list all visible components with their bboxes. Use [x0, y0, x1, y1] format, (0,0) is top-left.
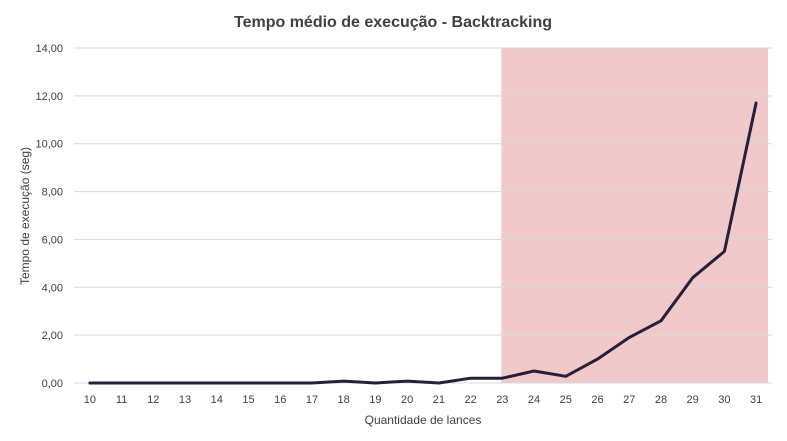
x-tick-label: 25 — [560, 394, 572, 406]
x-tick-label: 22 — [464, 394, 476, 406]
y-tick-label: 10,00 — [35, 139, 63, 151]
y-tick-label: 8,00 — [42, 187, 63, 199]
x-tick-label: 10 — [84, 394, 96, 406]
x-tick-label: 26 — [591, 394, 603, 406]
highlight-region — [501, 48, 768, 383]
x-tick-label: 12 — [147, 394, 159, 406]
x-tick-label: 15 — [242, 394, 254, 406]
y-tick-label: 12,00 — [35, 91, 63, 103]
x-tick-label: 23 — [496, 394, 508, 406]
x-tick-label: 30 — [718, 394, 730, 406]
grid-lines — [74, 47, 772, 384]
x-tick-label: 13 — [179, 394, 191, 406]
x-tick-label: 28 — [655, 394, 667, 406]
x-axis-ticks: 10 11 12 13 14 15 16 17 18 19 20 21 22 23 24 25 26 27 28 29… — [84, 394, 763, 406]
x-tick-label: 17 — [306, 394, 318, 406]
y-tick-label: 4,00 — [42, 282, 63, 294]
x-tick-label: 18 — [338, 394, 350, 406]
x-tick-label: 24 — [528, 394, 540, 406]
x-tick-label: 19 — [369, 394, 381, 406]
x-tick-label: 27 — [623, 394, 635, 406]
y-tick-label: 14,00 — [35, 43, 63, 55]
x-tick-label: 14 — [211, 394, 223, 406]
x-tick-label: 11 — [116, 394, 127, 406]
y-tick-label: 6,00 — [42, 234, 63, 246]
chart-title: Tempo médio de execução - Backtracking — [234, 14, 552, 31]
series-line — [88, 101, 758, 385]
y-tick-label: 0,00 — [42, 378, 63, 390]
y-tick-label: 2,00 — [42, 330, 63, 342]
y-axis-label: Tempo de execução (seg) — [18, 147, 32, 285]
x-tick-label: 31 — [750, 394, 762, 406]
x-tick-label: 20 — [401, 394, 413, 406]
x-axis-label: Quantidade de lances — [365, 413, 482, 427]
x-tick-label: 29 — [687, 394, 699, 406]
y-axis-ticks: 0,00 2,00 4,00 6,00 8,00 10,00 12,00 14,00 — [35, 43, 63, 390]
x-tick-label: 16 — [274, 394, 286, 406]
x-tick-label: 21 — [433, 394, 445, 406]
